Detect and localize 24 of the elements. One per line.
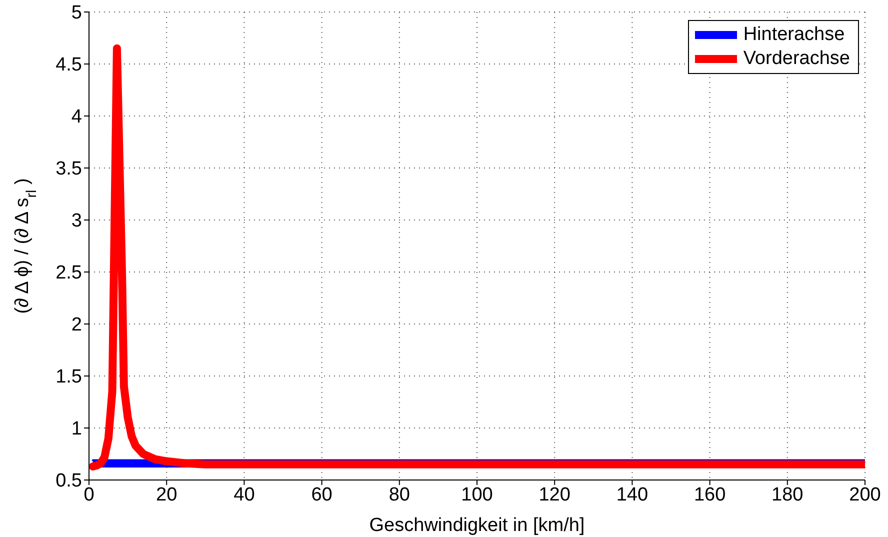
- y-tick-label: 2.5: [56, 262, 82, 284]
- x-tick-label: 100: [461, 484, 493, 506]
- x-tick-label: 40: [234, 484, 255, 506]
- y-tick-label: 3.5: [56, 158, 82, 180]
- x-tick-label: 80: [388, 484, 410, 506]
- x-tick-label: 160: [694, 484, 726, 506]
- legend-label: Hinterachse: [743, 23, 845, 47]
- legend-label: Vorderachse: [743, 47, 850, 71]
- y-tick-label: 5: [71, 2, 82, 24]
- x-tick-label: 20: [156, 484, 178, 506]
- x-axis-title: Geschwindigkeit in [km/h]: [369, 515, 585, 536]
- y-tick-label: 2: [71, 314, 82, 336]
- x-tick-label: 200: [849, 484, 881, 506]
- y-tick-label: 4.5: [56, 54, 82, 76]
- y-tick-label: 0.5: [56, 470, 82, 492]
- y-tick-label: 3: [71, 210, 82, 232]
- x-tick-label: 140: [616, 484, 648, 506]
- x-tick-label: 180: [772, 484, 804, 506]
- y-tick-label: 1: [71, 418, 82, 440]
- x-tick-label: 120: [538, 484, 570, 506]
- x-tick-label: 60: [311, 484, 332, 506]
- x-tick-label: 0: [84, 484, 94, 506]
- y-tick-label: 4: [71, 106, 82, 128]
- y-tick-label: 1.5: [56, 366, 82, 388]
